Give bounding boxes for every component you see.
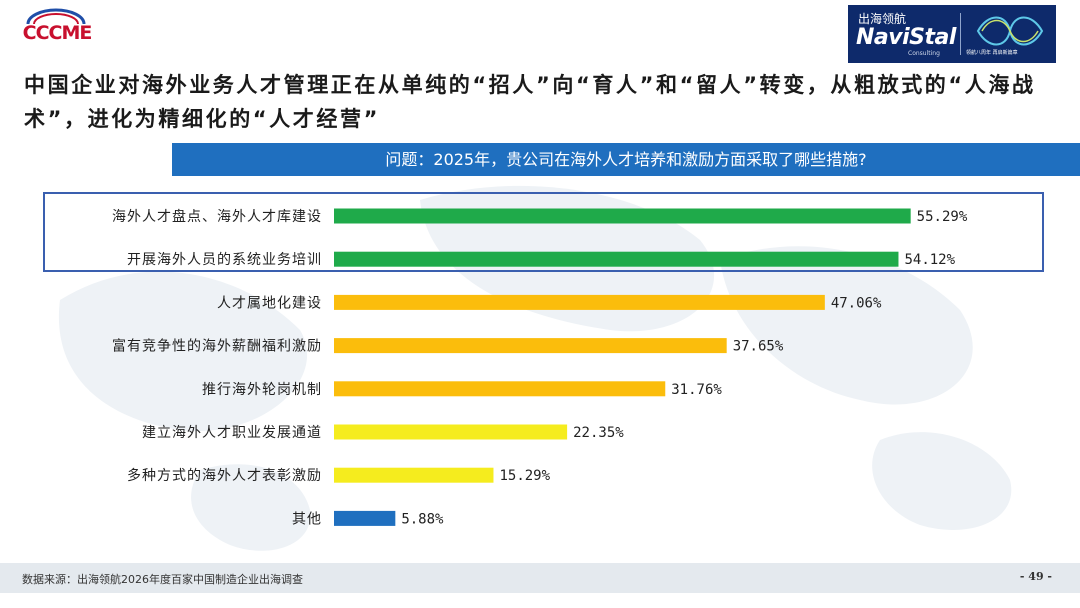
navistal-logo-en: NaviStal — [856, 25, 956, 50]
page-number: - 49 - — [1019, 570, 1052, 583]
anniversary-ring-icon — [976, 16, 1044, 46]
category-label: 多种方式的海外人才表彰激励 — [127, 467, 322, 484]
bar — [334, 294, 825, 310]
bar — [334, 381, 666, 397]
question-banner: 问题：2025年，贵公司在海外人才培养和激励方面采取了哪些措施? — [172, 143, 1080, 176]
value-label: 22.35% — [573, 425, 624, 441]
bar — [334, 208, 911, 224]
value-label: 31.76% — [671, 382, 722, 398]
navistal-logo: 出海领航 NaviStal Consulting 领航八周年 再启新篇章 — [848, 5, 1056, 63]
value-label: 15.29% — [499, 468, 550, 484]
category-label: 海外人才盘点、海外人才库建设 — [112, 208, 322, 225]
value-label: 37.65% — [733, 339, 784, 355]
logo-divider — [960, 13, 961, 55]
category-label: 推行海外轮岗机制 — [202, 382, 322, 398]
navistal-logo-cn: 出海领航 — [858, 12, 907, 26]
category-label: 建立海外人才职业发展通道 — [142, 425, 322, 441]
bar — [334, 338, 727, 354]
bar — [334, 251, 899, 267]
footer: 数据来源：出海领航2026年度百家中国制造企业出海调查 - 49 - — [0, 563, 1080, 593]
value-label: 5.88% — [401, 511, 444, 527]
highlight-box — [43, 192, 1044, 272]
value-label: 55.29% — [917, 209, 968, 225]
bar — [334, 467, 494, 483]
category-label: 富有竞争性的海外薪酬福利激励 — [112, 338, 322, 355]
bar — [334, 424, 568, 440]
category-label: 人才属地化建设 — [217, 295, 322, 311]
cccme-logo — [26, 8, 86, 25]
bar — [334, 510, 396, 526]
bar-chart: 海外人才盘点、海外人才库建设 55.29% 开展海外人员的系统业务培训 54.12% 人… — [112, 208, 968, 527]
category-label: 开展海外人员的系统业务培训 — [127, 252, 322, 268]
data-source: 数据来源：出海领航2026年度百家中国制造企业出海调查 — [22, 573, 303, 586]
cccme-logo-text: CCCME — [22, 22, 93, 44]
category-label: 其他 — [292, 511, 322, 527]
value-label: 47.06% — [831, 295, 882, 311]
anniversary-tag: 领航八周年 再启新篇章 — [966, 50, 1018, 56]
navistal-logo-sub: Consulting — [908, 50, 940, 57]
value-label: 54.12% — [904, 252, 955, 268]
page-headline: 中国企业对海外业务人才管理正在从单纯的“招人”向“育人”和“留人”转变，从粗放式… — [24, 73, 1036, 131]
